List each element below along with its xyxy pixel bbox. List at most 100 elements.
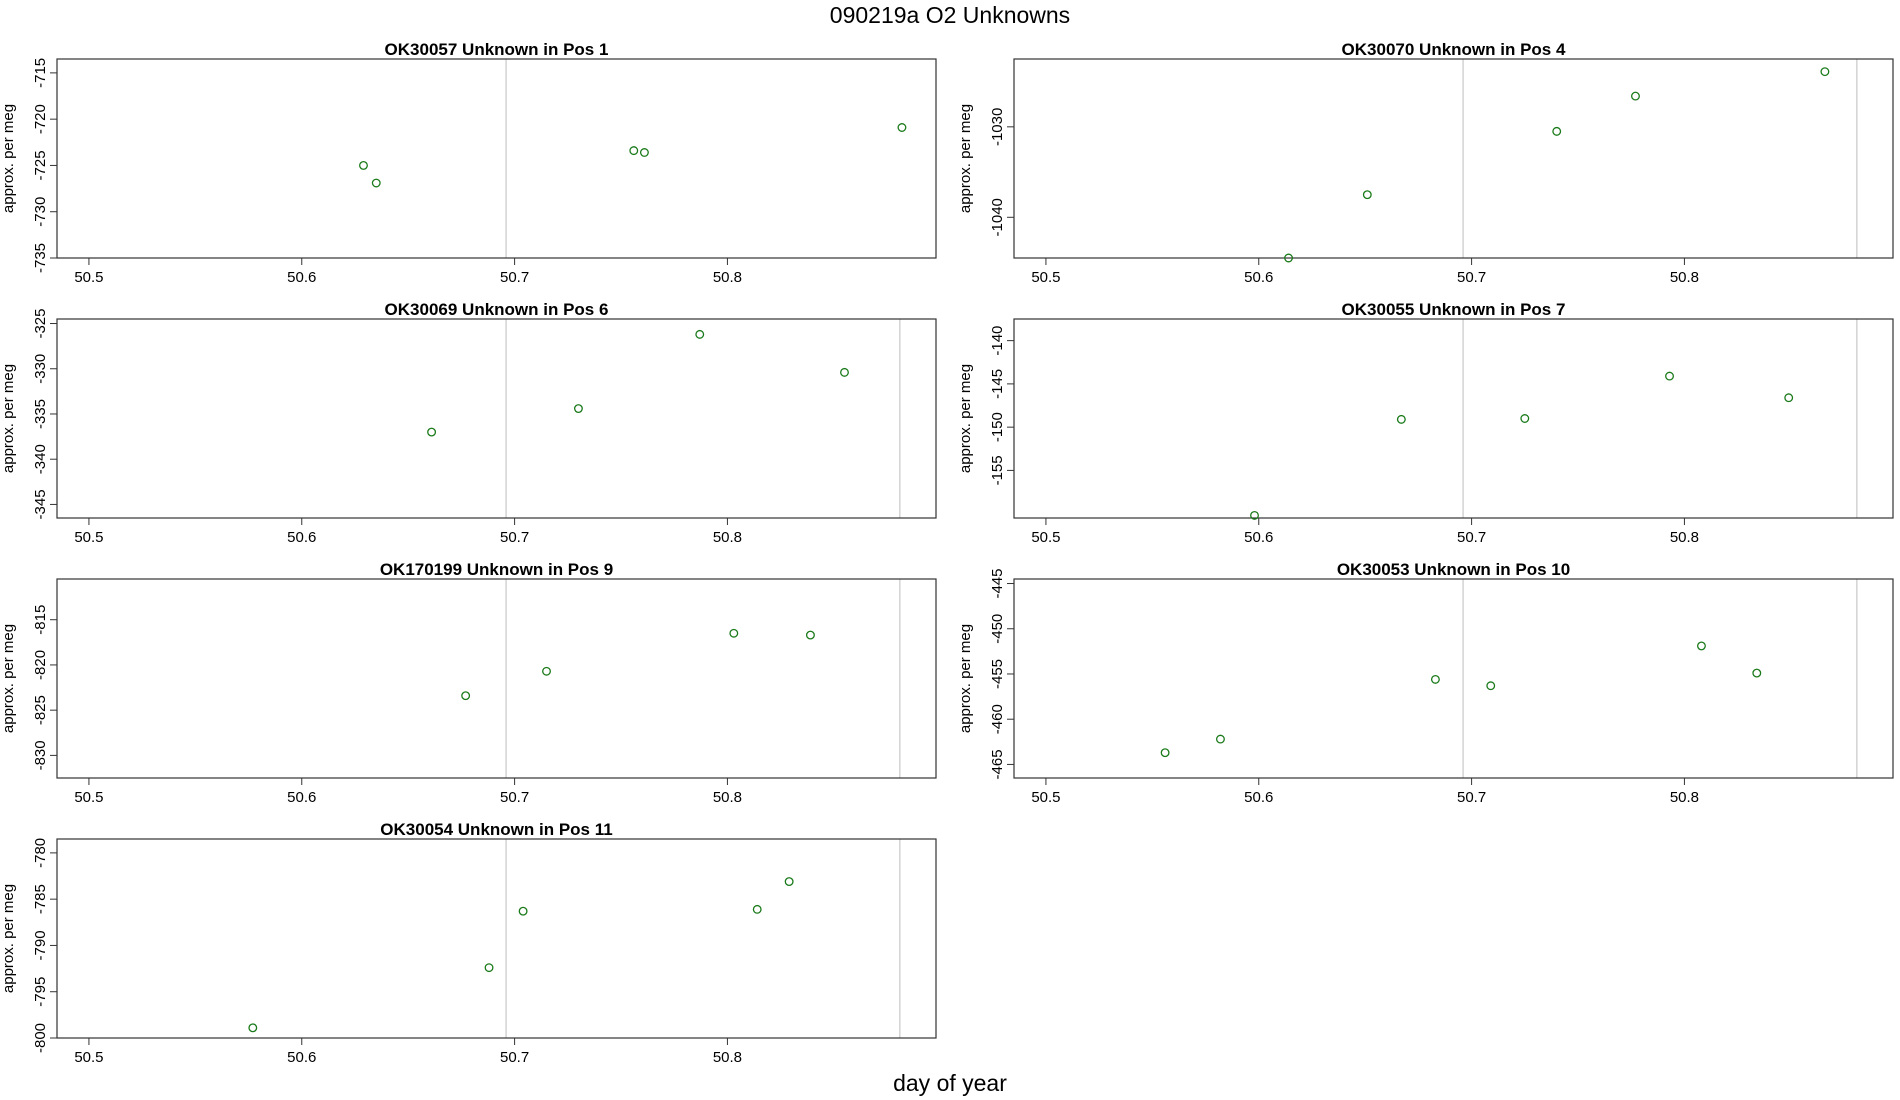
y-tick-label: -140 (989, 326, 1006, 356)
y-tick-label: -460 (989, 704, 1006, 734)
data-point (1784, 393, 1794, 403)
x-tick-label: 50.8 (1670, 529, 1699, 546)
plot-frame (1013, 58, 1894, 259)
x-tick-label: 50.8 (713, 529, 742, 546)
x-tick-label: 50.7 (1457, 529, 1486, 546)
data-point (840, 367, 849, 377)
y-axis-label: approx. per meg (957, 364, 974, 473)
data-point (461, 691, 471, 701)
data-point (1665, 371, 1674, 381)
panel-title: OK170199 Unknown in Pos 9 (380, 560, 613, 579)
data-point (542, 666, 551, 676)
data-point (518, 906, 528, 916)
y-tick-label: -335 (32, 399, 49, 429)
x-tick-label: 50.6 (1244, 529, 1273, 546)
y-tick-label: -345 (32, 489, 49, 519)
data-point (1362, 190, 1372, 200)
data-point (639, 148, 649, 157)
plot-frame (56, 318, 937, 519)
y-tick-label: -815 (32, 605, 49, 635)
y-tick-label: -730 (32, 197, 49, 227)
y-tick-label: -820 (32, 650, 49, 680)
y-axis-label: approx. per meg (957, 104, 974, 213)
x-tick-label: 50.5 (74, 269, 103, 286)
panel-title: OK30070 Unknown in Pos 4 (1342, 40, 1566, 59)
y-axis-label: approx. per meg (0, 104, 17, 213)
y-tick-label: -450 (989, 614, 1006, 644)
x-tick-label: 50.6 (287, 269, 316, 286)
x-tick-label: 50.5 (1031, 529, 1060, 546)
data-point (573, 404, 583, 413)
x-tick-label: 50.6 (1244, 269, 1273, 286)
x-tick-label: 50.7 (1457, 269, 1486, 286)
y-tick-label: -465 (989, 749, 1006, 779)
x-tick-label: 50.8 (1670, 789, 1699, 806)
x-tick-label: 50.6 (1244, 789, 1273, 806)
y-tick-label: -340 (32, 444, 49, 474)
panel-title: OK30053 Unknown in Pos 10 (1337, 560, 1570, 579)
y-tick-label: -720 (32, 104, 49, 134)
data-point (1697, 641, 1706, 651)
plot-frame (1013, 318, 1894, 519)
y-tick-label: -800 (32, 1023, 49, 1053)
y-axis-label: approx. per meg (0, 364, 17, 473)
x-tick-label: 50.5 (74, 529, 103, 546)
x-axis-label: day of year (893, 1070, 1007, 1096)
data-point (1520, 414, 1530, 423)
data-point (805, 630, 815, 640)
y-tick-label: -155 (989, 455, 1006, 485)
data-point (1215, 734, 1225, 744)
x-tick-label: 50.8 (713, 789, 742, 806)
x-tick-label: 50.8 (713, 269, 742, 286)
y-tick-label: -330 (32, 354, 49, 384)
y-tick-label: -445 (989, 569, 1006, 599)
data-point (1396, 414, 1406, 424)
panel-title: OK30069 Unknown in Pos 6 (385, 300, 609, 319)
data-point (752, 904, 762, 914)
x-tick-label: 50.6 (287, 1049, 316, 1066)
data-point (1250, 510, 1259, 520)
y-tick-label: -780 (32, 838, 49, 868)
y-axis-label: approx. per meg (957, 624, 974, 733)
x-tick-label: 50.7 (500, 269, 529, 286)
y-tick-label: -795 (32, 977, 49, 1007)
data-point (371, 178, 381, 188)
y-axis-label: approx. per meg (0, 884, 17, 993)
x-tick-label: 50.7 (1457, 789, 1486, 806)
y-tick-label: -715 (32, 58, 49, 88)
y-axis-label: approx. per meg (0, 624, 17, 733)
panel-title: OK30054 Unknown in Pos 11 (380, 820, 612, 839)
x-tick-label: 50.7 (500, 529, 529, 546)
x-tick-label: 50.7 (500, 1049, 529, 1066)
data-point (1486, 681, 1496, 691)
data-point (1820, 67, 1830, 77)
y-tick-label: -735 (32, 243, 49, 273)
data-point (729, 628, 739, 638)
x-tick-label: 50.5 (1031, 789, 1060, 806)
x-tick-label: 50.8 (713, 1049, 742, 1066)
y-tick-label: -455 (989, 659, 1006, 689)
data-point (629, 146, 639, 156)
panel-title: OK30057 Unknown in Pos 1 (385, 40, 609, 59)
plot-frame (56, 578, 937, 779)
plot-frame (1013, 578, 1894, 779)
plot-frame (56, 58, 937, 259)
data-point (427, 427, 437, 437)
y-tick-label: -1030 (989, 108, 1006, 146)
plot-frame (56, 838, 937, 1039)
data-point (784, 877, 794, 887)
data-point (1284, 253, 1294, 263)
data-point (695, 329, 705, 339)
x-tick-label: 50.6 (287, 529, 316, 546)
data-point (1160, 748, 1170, 758)
data-point (359, 160, 368, 170)
data-point (1430, 674, 1440, 684)
data-point (1631, 91, 1640, 101)
y-tick-label: -785 (32, 884, 49, 914)
x-tick-label: 50.8 (1670, 269, 1699, 286)
data-point (1752, 668, 1762, 678)
panel-title: OK30055 Unknown in Pos 7 (1342, 300, 1566, 319)
y-tick-label: -790 (32, 930, 49, 960)
x-tick-label: 50.5 (74, 1049, 103, 1066)
